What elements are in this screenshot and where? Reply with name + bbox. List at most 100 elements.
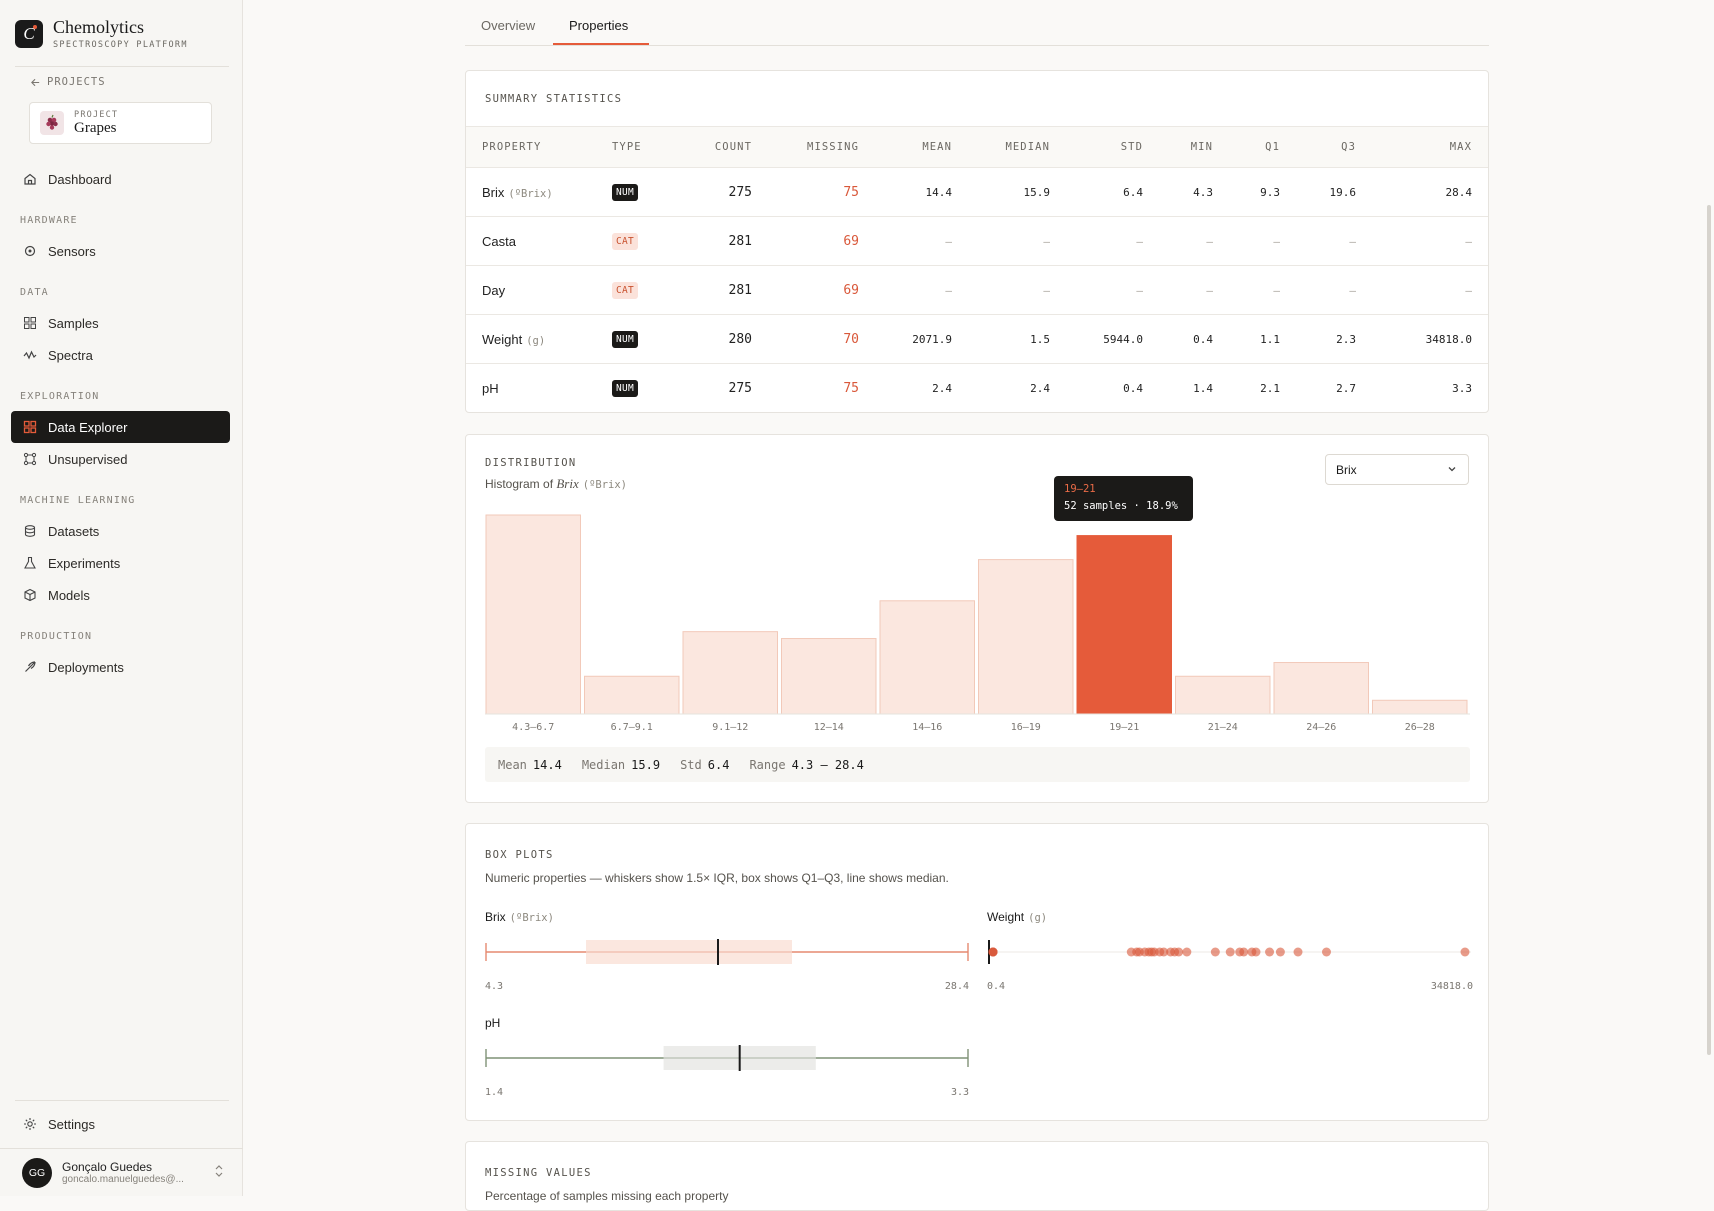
missing-values-card: MISSING VALUES Percentage of samples mis… <box>465 1141 1489 1211</box>
nav-datasets[interactable]: Datasets <box>11 515 230 547</box>
nav-settings[interactable]: Settings <box>11 1108 230 1140</box>
column-header[interactable]: Q3 <box>1296 126 1372 168</box>
property-name: Day <box>482 282 506 298</box>
nav-sensors[interactable]: Sensors <box>11 235 230 267</box>
histogram-bar[interactable] <box>485 514 581 715</box>
column-header[interactable]: PROPERTY <box>466 126 604 168</box>
nav-data-explorer[interactable]: Data Explorer <box>11 411 230 443</box>
outlier-point[interactable] <box>1321 947 1331 957</box>
grid-icon <box>22 419 38 435</box>
waveform-icon <box>22 347 38 363</box>
histogram-tick-label: 6.7–9.1 <box>611 722 653 733</box>
nav-data-explorer-label: Data Explorer <box>48 419 128 435</box>
outlier-point[interactable] <box>1251 947 1261 957</box>
nav-spectra[interactable]: Spectra <box>11 339 230 371</box>
std-cell: 5944.0 <box>1066 314 1159 364</box>
table-row[interactable]: Casta CAT 281 69– – – – – – – <box>466 216 1488 266</box>
outlier-point[interactable] <box>1265 947 1275 957</box>
histogram-bar[interactable] <box>978 559 1074 715</box>
nav-experiments[interactable]: Experiments <box>11 547 230 579</box>
project-switcher[interactable]: PROJECT Grapes <box>29 102 212 144</box>
median-cell: – <box>968 216 1066 266</box>
nav-deployments[interactable]: Deployments <box>11 651 230 683</box>
missing-cell: 70 <box>768 314 875 364</box>
histogram-bar[interactable] <box>1372 699 1468 715</box>
table-row[interactable]: Weight (g) NUM 280 70 2071.9 1.5 5944.0 0.4 1.1 2.… <box>466 314 1488 364</box>
grid-icon <box>22 315 38 331</box>
missing-cell: 69 <box>768 216 875 266</box>
column-header[interactable]: MEDIAN <box>968 126 1066 168</box>
property-select[interactable]: Brix <box>1325 454 1469 485</box>
divider <box>15 66 229 67</box>
nav-unsupervised[interactable]: Unsupervised <box>11 443 230 475</box>
boxplot-brix-unit: (ºBrix) <box>509 912 554 924</box>
outlier-point[interactable] <box>1275 947 1285 957</box>
tab-properties[interactable]: Properties <box>569 18 629 33</box>
outlier-point[interactable] <box>1182 947 1192 957</box>
column-header[interactable]: STD <box>1066 126 1159 168</box>
outlier-point[interactable] <box>1159 947 1169 957</box>
outlier-point[interactable] <box>1174 947 1184 957</box>
boxplot-brix <box>485 939 969 965</box>
brand[interactable]: C Chemolytics SPECTROSCOPY PLATFORM <box>15 17 188 50</box>
property-name: Brix <box>482 184 505 200</box>
active-tab-indicator <box>553 43 649 45</box>
column-header[interactable]: Q1 <box>1229 126 1296 168</box>
std-cell: 6.4 <box>1066 167 1159 217</box>
column-header[interactable]: MISSING <box>768 126 875 168</box>
type-cell: NUM <box>604 364 684 413</box>
histogram-bar[interactable] <box>1076 535 1172 715</box>
histogram-bar[interactable] <box>682 631 778 715</box>
outlier-point[interactable] <box>1239 947 1249 957</box>
back-to-projects-link[interactable]: PROJECTS <box>30 76 106 88</box>
property-select-value: Brix <box>1336 462 1357 477</box>
brand-logo: C <box>15 19 43 48</box>
brand-name: Chemolytics <box>53 17 144 37</box>
user-menu[interactable]: GG Gonçalo Guedes goncalo.manuelguedes@.… <box>0 1148 243 1196</box>
outlier-point[interactable] <box>1460 947 1470 957</box>
user-name: Gonçalo Guedes <box>62 1160 153 1174</box>
max-cell: 28.4 <box>1372 167 1488 217</box>
column-header[interactable]: TYPE <box>604 126 684 168</box>
histogram-tick-label: 19–21 <box>1109 722 1139 733</box>
column-header[interactable]: MAX <box>1372 126 1488 168</box>
boxplot-ph-min: 1.4 <box>485 1087 504 1098</box>
outlier-point[interactable] <box>1225 947 1235 957</box>
nav-models[interactable]: Models <box>11 579 230 611</box>
column-header[interactable]: MEAN <box>875 126 968 168</box>
nav-dashboard[interactable]: Dashboard <box>11 163 230 195</box>
subtitle-variable: Brix <box>556 476 579 491</box>
outlier-point[interactable] <box>988 947 998 957</box>
histogram-bar[interactable] <box>584 675 680 715</box>
nav-settings-label: Settings <box>48 1116 95 1132</box>
tab-overview[interactable]: Overview <box>481 18 536 33</box>
boxplot-brix-min: 4.3 <box>485 981 504 992</box>
table-row[interactable]: pH NUM 275 75 2.4 2.4 0.4 1.4 2.1 2.7 3.3 <box>466 364 1488 413</box>
nav-models-label: Models <box>48 587 90 603</box>
histogram-tick-label: 12–14 <box>814 722 844 733</box>
section-ml: MACHINE LEARNING <box>20 495 136 506</box>
outlier-point[interactable] <box>1293 947 1303 957</box>
min-cell: – <box>1159 265 1229 315</box>
table-row[interactable]: Brix (ºBrix) NUM 275 75 14.4 15.9 6.4 4.3 9.3 19.6… <box>466 167 1488 217</box>
project-kicker: PROJECT <box>74 110 119 120</box>
count-cell: 281 <box>684 265 768 315</box>
outlier-point[interactable] <box>1210 947 1220 957</box>
boxplot-brix-max: 28.4 <box>944 981 969 992</box>
missing-cell: 75 <box>843 380 859 396</box>
nav-samples[interactable]: Samples <box>11 307 230 339</box>
histogram-bar[interactable] <box>1175 675 1271 715</box>
boxplot-ph <box>485 1045 969 1071</box>
tooltip-range: 19–21 <box>1064 483 1096 495</box>
table-row[interactable]: Day CAT 281 69– – – – – – – <box>466 265 1488 315</box>
scrollbar[interactable] <box>1707 205 1711 1055</box>
column-header[interactable]: COUNT <box>684 126 768 168</box>
q1-cell: – <box>1229 265 1296 315</box>
boxplot-weight <box>988 940 1471 964</box>
column-header[interactable]: MIN <box>1159 126 1229 168</box>
histogram-bar[interactable] <box>781 638 877 715</box>
tooltip-text: 52 samples · 18.9% <box>1064 500 1178 512</box>
histogram-bar[interactable] <box>879 600 975 715</box>
histogram-bar[interactable] <box>1273 662 1369 715</box>
cube-icon <box>22 587 38 603</box>
